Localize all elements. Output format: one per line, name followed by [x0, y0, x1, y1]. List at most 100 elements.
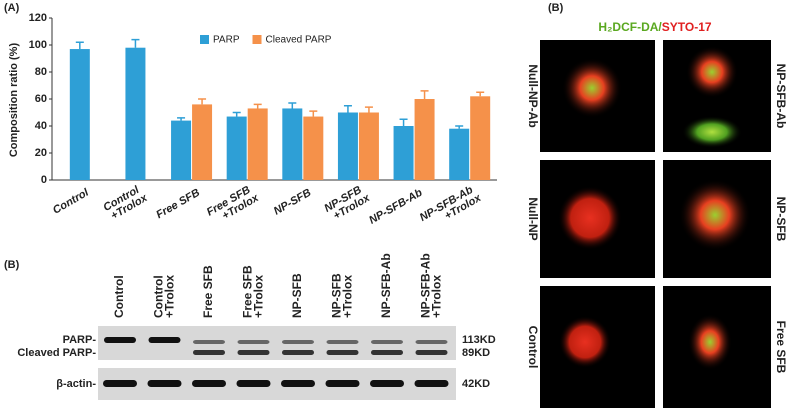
row-label: β-actin-: [56, 378, 96, 390]
y-tick-label: 60: [35, 93, 47, 105]
error-bar: [343, 105, 352, 113]
legend-swatch: [252, 35, 262, 44]
band: [326, 350, 359, 355]
error-bar: [420, 90, 429, 99]
error-bar: [131, 38, 140, 48]
image-label: NP-SFB-Ab: [774, 64, 788, 129]
bar: [337, 112, 358, 180]
image-label: Null-NP: [526, 197, 540, 240]
bar: [358, 112, 379, 180]
band: [371, 350, 403, 355]
error-bar: [476, 91, 485, 97]
bar: [125, 47, 146, 181]
band: [237, 340, 270, 344]
image-label: Control: [526, 326, 540, 369]
y-tick-label: 40: [35, 120, 47, 132]
legend-swatch: [200, 35, 209, 44]
x-tick-label: NP-SFB-Ab +Trolox: [418, 182, 484, 234]
band: [414, 380, 449, 387]
band: [325, 380, 360, 387]
x-tick-label: NP-SFB +Trolox: [322, 182, 372, 224]
band: [370, 380, 404, 387]
bar: [282, 108, 303, 180]
band: [193, 350, 225, 355]
image-label: Free SFB: [774, 321, 788, 374]
legend-label: PARP: [213, 35, 240, 46]
bar: [470, 96, 491, 180]
lane-label: Free SFB: [201, 265, 215, 318]
size-label: 113KD: [462, 334, 496, 346]
bar: [414, 99, 435, 180]
cell-blob: [679, 179, 751, 251]
bar: [69, 49, 90, 180]
bar: [171, 120, 192, 180]
cell-blob: [558, 186, 622, 250]
micrographs: [540, 40, 771, 408]
error-bar: [288, 102, 297, 109]
row-label: Cleaved PARP-: [17, 347, 96, 359]
x-tick-label: Free SFB +Trolox: [205, 182, 262, 228]
y-tick-label: 80: [35, 66, 47, 78]
error-bar: [364, 106, 373, 113]
cell-blob: [688, 314, 732, 370]
cell-blob: [562, 58, 622, 118]
error-bar: [399, 118, 408, 126]
band: [371, 340, 403, 344]
band: [326, 340, 359, 344]
panel-label: (B): [548, 2, 564, 14]
size-label: 42KD: [462, 378, 490, 390]
legend-label: Cleaved PARP: [266, 35, 332, 46]
bar: [449, 128, 470, 180]
y-axis-label: Composition ratio (%): [8, 43, 20, 158]
bar: [393, 126, 414, 180]
y-tick-label: 120: [29, 12, 47, 24]
lane-label: NP-SFB-Ab +Trolox: [419, 250, 444, 318]
lane-label: Free SFB +Trolox: [241, 262, 266, 318]
y-tick-label: 100: [29, 39, 47, 51]
x-tick-label: Free SFB: [154, 187, 202, 222]
error-bar: [198, 98, 207, 105]
band: [282, 350, 314, 355]
lane-label: NP-SFB +Trolox: [330, 270, 355, 318]
error-bar: [455, 125, 464, 129]
band: [104, 337, 136, 343]
bar: [247, 108, 268, 180]
lane-label: NP-SFB: [290, 273, 304, 318]
lane-label: Control +Trolox: [152, 272, 177, 318]
error-bar: [253, 103, 262, 109]
y-tick-label: 20: [35, 147, 47, 159]
band: [281, 380, 315, 387]
bar: [303, 116, 324, 180]
y-tick-label: 0: [41, 174, 47, 186]
band: [192, 380, 226, 387]
image-label: Null-NP-Ab: [526, 64, 540, 127]
cell-blob: [559, 316, 611, 368]
image-title: H₂DCF-DA/SYTO-17: [598, 20, 711, 34]
panel-label: (A): [4, 2, 20, 14]
title-part: H₂DCF-DA/: [598, 20, 662, 34]
panel-label: (B): [4, 259, 20, 271]
x-tick-label: Control +Trolox: [101, 182, 150, 223]
band: [415, 340, 448, 344]
band: [148, 337, 181, 343]
error-bar: [232, 111, 241, 117]
error-bar: [177, 117, 186, 121]
error-bar: [75, 41, 84, 50]
title-part: SYTO-17: [662, 20, 712, 34]
band: [237, 350, 270, 355]
cell-blob: [686, 46, 738, 98]
band: [282, 340, 314, 344]
band: [147, 380, 182, 387]
row-label: PARP-: [63, 334, 97, 346]
lane-label: NP-SFB-Ab: [379, 253, 393, 318]
error-bar: [309, 110, 318, 117]
x-tick-label: Control: [51, 186, 92, 216]
size-label: 89KD: [462, 347, 490, 359]
image-label: NP-SFB: [774, 197, 788, 242]
band: [236, 380, 271, 387]
x-tick-label: NP-SFB: [272, 187, 314, 218]
x-tick-label: NP-SFB-Ab: [367, 187, 425, 227]
bar: [226, 116, 247, 180]
cell-blob: [682, 116, 742, 148]
